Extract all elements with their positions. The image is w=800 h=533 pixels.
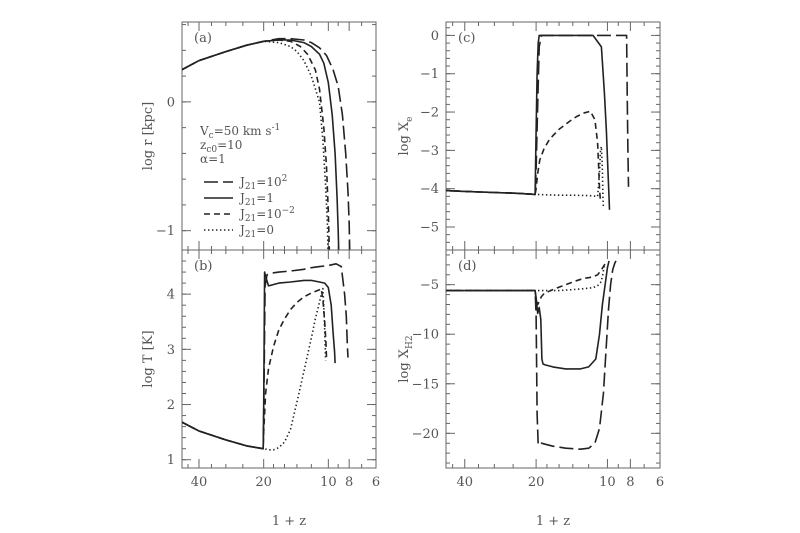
panel-d-xtick-label: 10	[599, 475, 616, 490]
panel-c-ytick-label: −1	[420, 67, 439, 82]
panel-b-ylabel: log T [K]	[141, 330, 156, 387]
panel-d-series-dotted	[446, 264, 606, 292]
panel-a-ylabel: log r [kpc]	[141, 102, 156, 170]
panel-d-ytick-label: −5	[420, 278, 439, 293]
panel-b-series-dotted	[182, 287, 327, 451]
panel-d-ytick-label: −20	[412, 427, 439, 442]
panel-c-ytick-label: −5	[420, 221, 439, 236]
panel-d-ytick-label: −15	[412, 377, 439, 392]
panel-d-xtick-label: 8	[626, 475, 634, 490]
panel-b-ytick-label: 3	[167, 343, 175, 358]
panel-b-letter: (b)	[194, 259, 212, 274]
panel-d-xtick-label: 40	[456, 475, 473, 490]
x-axis-label-left: 1 + z	[272, 514, 306, 529]
panel-c-ytick-label: −4	[420, 182, 439, 197]
panel-b-ytick-label: 4	[167, 288, 175, 303]
panel-d-frame	[445, 249, 661, 469]
panel-d-ytick-label: −10	[412, 328, 439, 343]
panel-c-ytick-label: 0	[431, 29, 439, 44]
panel-c-ylabel: log Xe	[397, 116, 415, 155]
panel-c-ytick-label: −2	[420, 106, 439, 121]
legend-entry-label: J21=102	[238, 174, 287, 192]
panel-d: −5 −10 −15 −20 40 20 10 8 6 (d) log XH2	[397, 249, 664, 490]
panel-b: 1 2 3 4 40 20 10 8 6 (b) log T [K]	[141, 249, 380, 490]
panel-b-series-short-dash	[182, 287, 328, 450]
panel-b-xtick-label: 40	[191, 475, 208, 490]
panel-a-ytick-label: 0	[167, 95, 175, 110]
panel-b-plot-area	[182, 263, 349, 451]
panel-c-ytick-label: −3	[420, 144, 439, 159]
panel-c-plot-area	[446, 34, 630, 210]
panel-c-series-solid	[446, 34, 611, 210]
panel-d-series-short-dash	[446, 260, 608, 306]
panel-a-ytick-label: −1	[156, 224, 175, 239]
legend-entry-label: J21=10−2	[238, 206, 295, 224]
legend-param: Vc=50 km s-1	[199, 123, 280, 141]
legend-entry-label: J21=0	[238, 223, 274, 240]
panel-d-series-solid	[446, 260, 610, 370]
panel-a-letter: (a)	[194, 31, 212, 46]
x-axis-label-right: 1 + z	[536, 514, 570, 529]
panel-b-series-solid	[182, 271, 336, 450]
panel-b-ytick-label: 1	[167, 453, 175, 468]
panel-d-xtick-label: 20	[528, 475, 545, 490]
panel-c-series-dotted	[446, 145, 605, 208]
panel-b-frame	[181, 249, 377, 469]
panel-c-series-short-dash	[446, 110, 602, 203]
panel-c: 0 −1 −2 −3 −4 −5 (c) log Xe	[397, 21, 661, 251]
legend-entry-label: J21=1	[238, 191, 274, 208]
panel-d-plot-area	[446, 260, 617, 450]
panel-d-xtick-label: 6	[656, 475, 664, 490]
panel-b-xtick-label: 10	[320, 475, 337, 490]
panel-d-series-long-dash	[446, 260, 617, 450]
panel-b-xtick-label: 8	[345, 475, 353, 490]
legend-param: α=1	[200, 152, 226, 166]
panel-d-letter: (d)	[458, 259, 476, 274]
panel-b-xtick-label: 6	[372, 475, 380, 490]
panel-a: 0 −1 (a) log r [kpc]	[141, 21, 377, 251]
panel-a-series-short-dash	[182, 39, 331, 250]
panel-b-ytick-label: 2	[167, 398, 175, 413]
panel-c-letter: (c)	[458, 31, 475, 46]
panel-d-ylabel: log XH2	[397, 335, 415, 382]
legend-param: zc0=10	[200, 138, 242, 155]
panel-a-plot-area	[182, 37, 351, 250]
panel-b-xtick-label: 20	[255, 475, 272, 490]
